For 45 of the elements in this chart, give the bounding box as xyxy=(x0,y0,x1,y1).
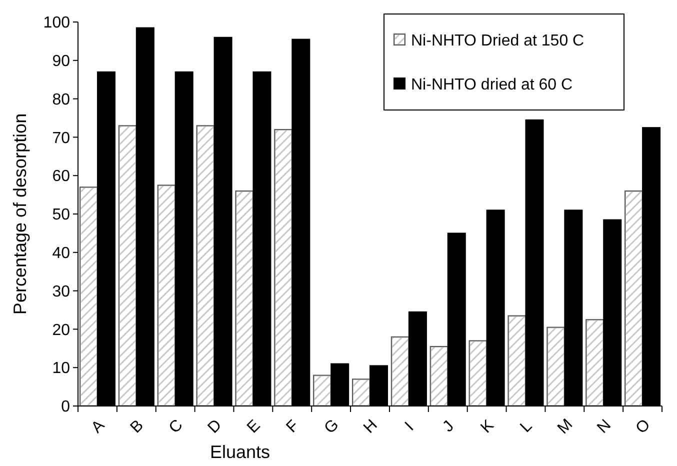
bar xyxy=(468,340,488,406)
x-tick-label: J xyxy=(440,418,458,436)
y-tick-label: 40 xyxy=(52,245,70,262)
y-tick-label: 10 xyxy=(52,360,70,378)
x-tick-label: E xyxy=(244,416,264,437)
bar xyxy=(118,125,137,406)
bar xyxy=(235,190,254,406)
y-tick-label: 100 xyxy=(43,14,70,32)
x-tick-label: K xyxy=(478,416,498,437)
bar xyxy=(586,319,604,406)
x-tick-label: N xyxy=(594,416,614,437)
x-tick-label: L xyxy=(517,418,536,436)
legend-label: Ni-NHTO Dried at 150 C xyxy=(411,32,584,50)
bar xyxy=(390,336,410,406)
x-tick-label: I xyxy=(402,419,418,434)
bar xyxy=(196,125,215,406)
bar xyxy=(430,346,448,406)
bar xyxy=(157,184,176,406)
bar xyxy=(546,326,566,406)
x-tick-label: G xyxy=(321,416,342,438)
y-tick-label: 80 xyxy=(52,91,70,108)
bar xyxy=(352,378,370,406)
y-tick-label: 0 xyxy=(61,398,70,416)
x-tick-label: M xyxy=(554,416,576,438)
x-tick-label: F xyxy=(283,417,303,436)
y-tick-label: 60 xyxy=(52,168,70,186)
x-tick-label: O xyxy=(632,416,654,438)
x-axis-title: Eluants xyxy=(210,442,270,462)
bar xyxy=(508,315,526,406)
y-tick-label: 20 xyxy=(52,322,70,339)
legend-label: Ni-NHTO dried at 60 C xyxy=(411,76,573,94)
y-tick-label: 90 xyxy=(52,53,70,70)
y-tick-label: 70 xyxy=(52,130,70,147)
bar xyxy=(79,186,98,406)
x-tick-label: A xyxy=(88,416,108,437)
x-tick-label: B xyxy=(127,416,147,437)
x-tick-label: C xyxy=(166,416,186,437)
bar xyxy=(313,374,332,406)
y-axis-title: Percentage of desorption xyxy=(10,113,30,315)
x-tick-label: D xyxy=(204,416,226,437)
y-tick-label: 50 xyxy=(52,206,70,224)
y-tick-label: 30 xyxy=(52,283,70,300)
bar xyxy=(624,190,644,406)
bar xyxy=(274,129,293,406)
x-tick-label: H xyxy=(360,416,381,437)
